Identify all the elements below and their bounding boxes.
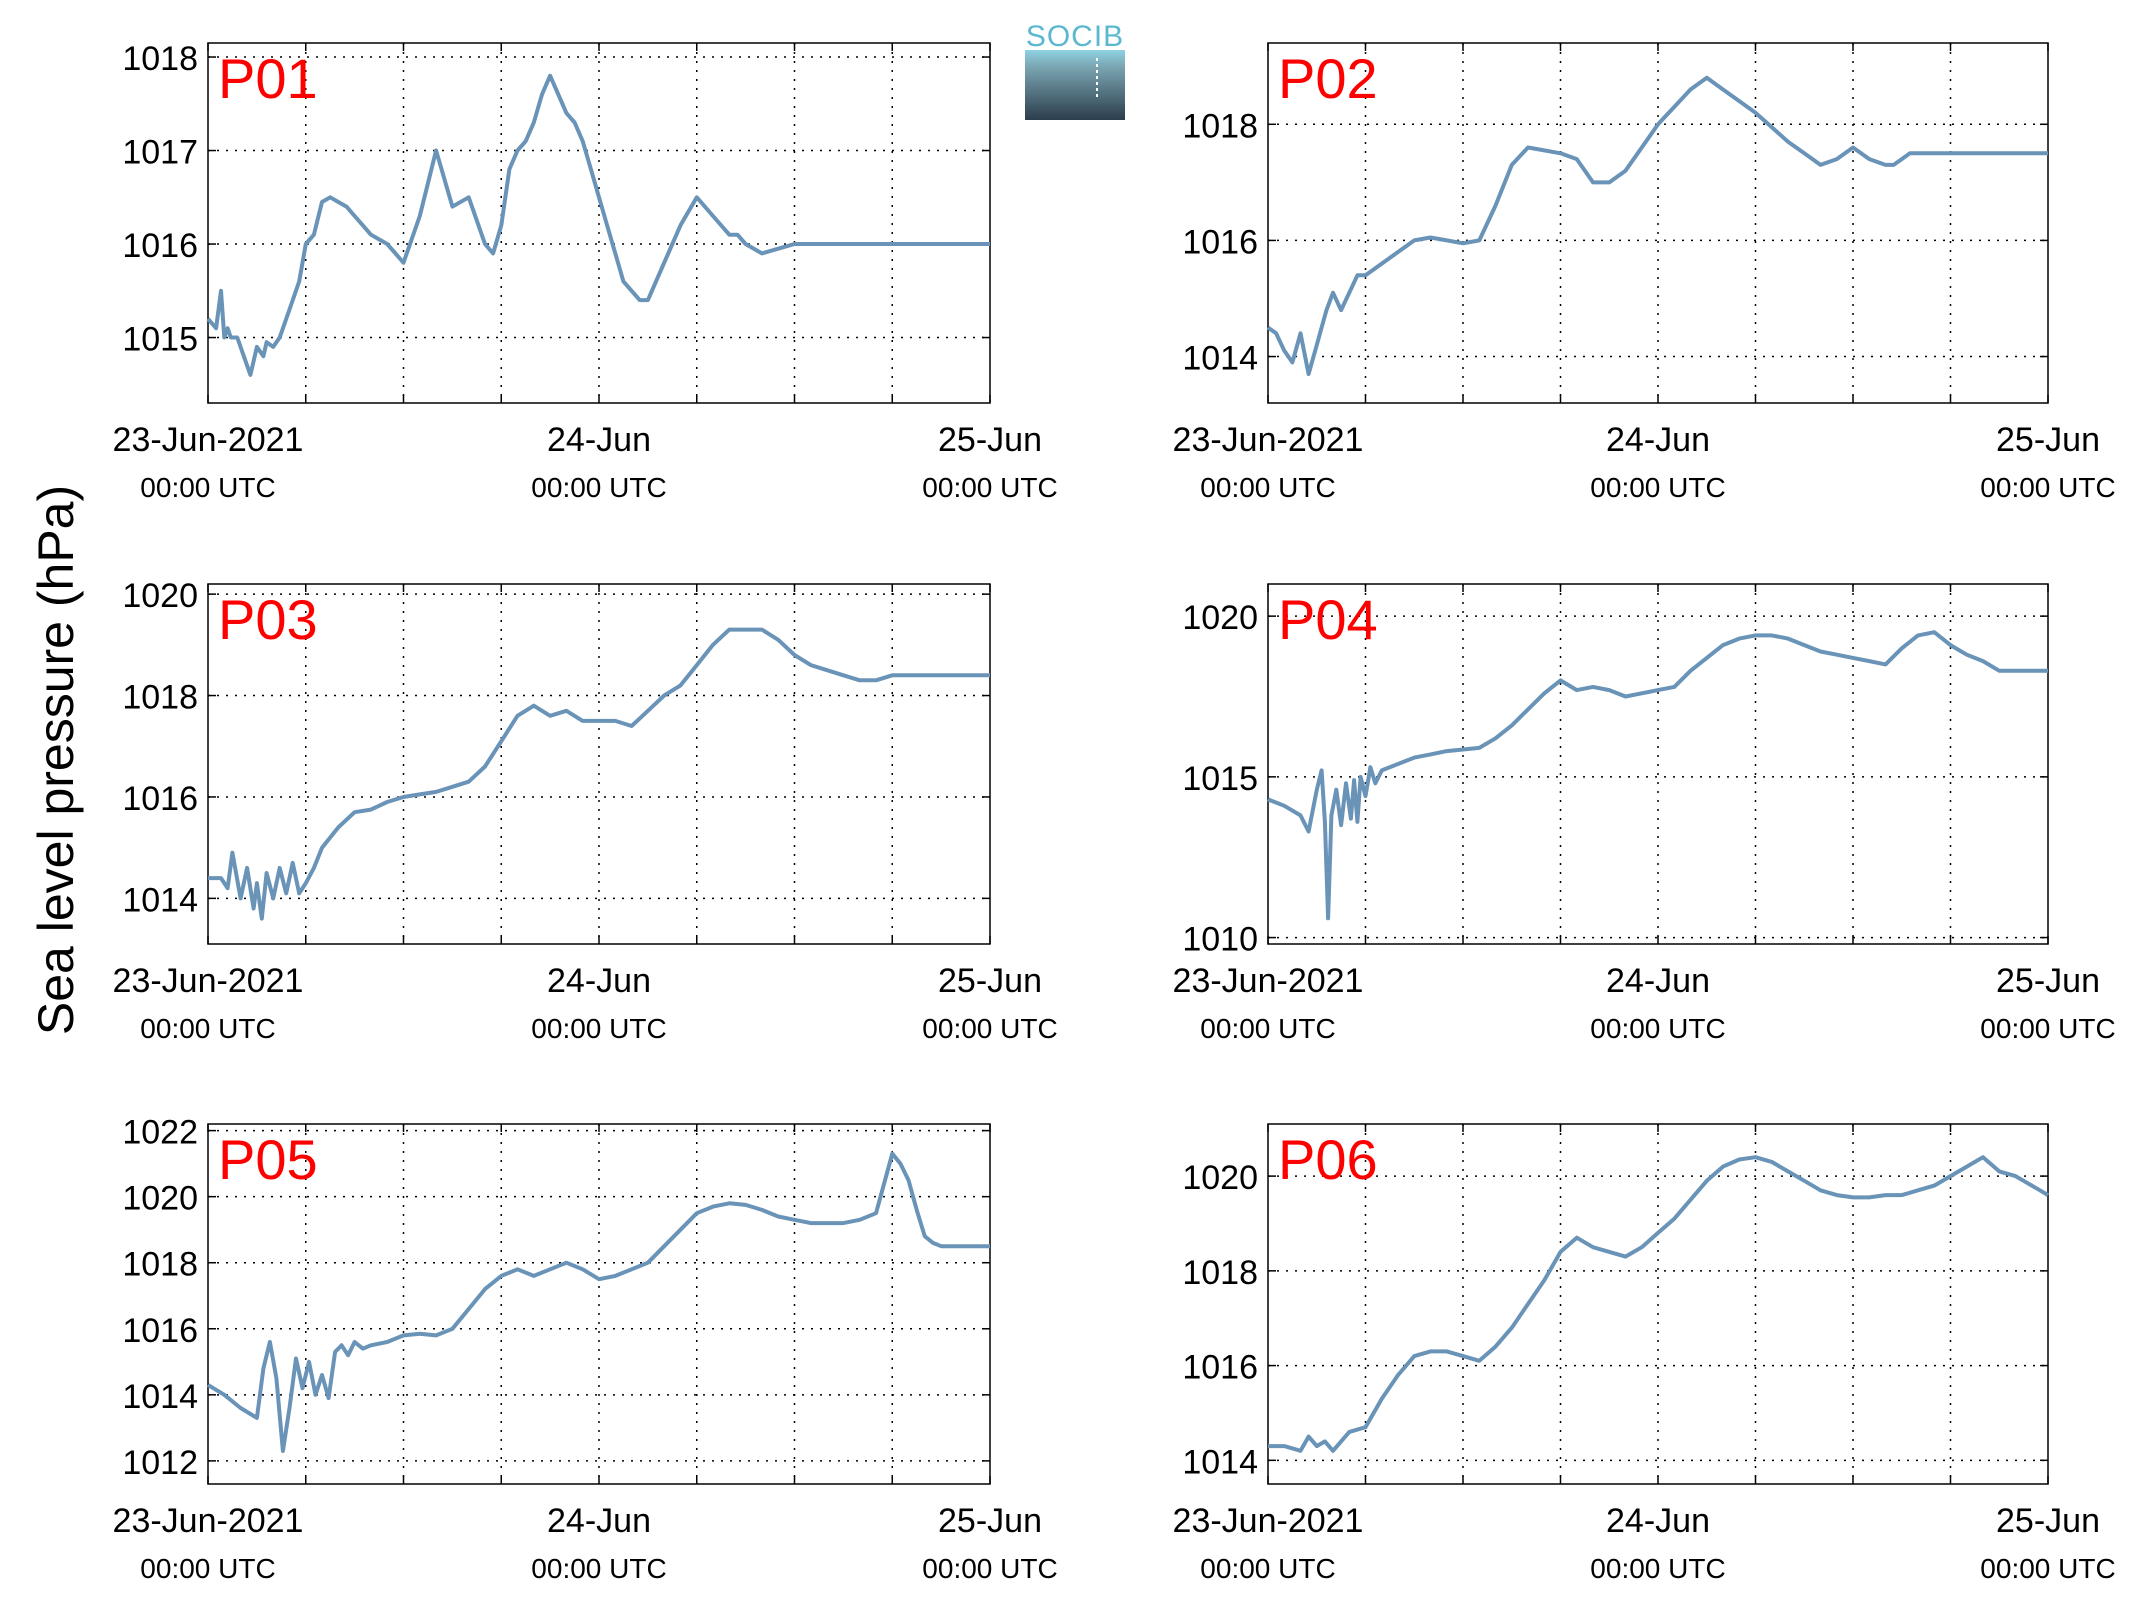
series-line	[206, 73, 990, 377]
station-label: P05	[218, 1128, 318, 1191]
chart-panel-4: 1010 1015 1020 23-Jun-2021 00:00 UTC 24-Jun 00…	[1173, 583, 2116, 1044]
x-tick-label-date: 23-Jun-2021	[1173, 1502, 1364, 1540]
y-tick-label: 1016	[1182, 223, 1258, 261]
y-tick-label: 1014	[122, 881, 198, 919]
x-tick-label-date: 23-Jun-2021	[113, 1502, 304, 1540]
y-tick-label: 1016	[122, 1312, 198, 1350]
chart-panel-5: 1012 1014 1016 1018 1020 1022 23-Jun-2021 00:00…	[113, 1114, 1058, 1584]
x-tick-label-time: 00:00 UTC	[531, 472, 666, 503]
x-tick-label-time: 00:00 UTC	[922, 1553, 1057, 1584]
x-tick-label-date: 24-Jun	[547, 1502, 651, 1540]
x-tick-label-time: 00:00 UTC	[922, 1013, 1057, 1044]
x-tick-label-time: 00:00 UTC	[1200, 1553, 1335, 1584]
x-tick-label-time: 00:00 UTC	[531, 1013, 666, 1044]
x-tick-label-time: 00:00 UTC	[1200, 1013, 1335, 1044]
y-tick-label: 1020	[122, 1180, 198, 1218]
x-tick-label-time: 00:00 UTC	[1200, 472, 1335, 503]
x-tick-label-time: 00:00 UTC	[531, 1553, 666, 1584]
station-label: P04	[1278, 588, 1378, 651]
x-tick-label-time: 00:00 UTC	[140, 1013, 275, 1044]
chart-panel-3: 1014 1016 1018 1020 23-Jun-2021 00:00 UTC 24-J…	[113, 577, 1058, 1044]
y-tick-label: 1018	[1182, 107, 1258, 145]
station-label: P02	[1278, 47, 1378, 110]
x-tick-label-time: 00:00 UTC	[140, 1553, 275, 1584]
x-tick-label-date: 25-Jun	[1996, 1502, 2100, 1540]
y-tick-label: 1022	[122, 1114, 198, 1152]
y-tick-label: 1017	[122, 134, 198, 172]
x-tick-label-date: 24-Jun	[1606, 421, 1710, 459]
series-line	[1268, 1155, 2050, 1453]
socib-logo: SOCIB	[1025, 20, 1125, 120]
y-tick-label: 1020	[1182, 1159, 1258, 1197]
x-tick-label-date: 24-Jun	[547, 421, 651, 459]
x-tick-label-time: 00:00 UTC	[1590, 472, 1725, 503]
y-tick-label: 1018	[1182, 1254, 1258, 1292]
series-line	[1266, 75, 2048, 376]
logo-lettering: SOCIB	[1025, 20, 1125, 53]
y-tick-label: 1014	[1182, 340, 1258, 378]
x-tick-label-date: 25-Jun	[1996, 421, 2100, 459]
series-line	[208, 627, 990, 921]
y-tick-label: 1018	[122, 1246, 198, 1284]
x-tick-label-date: 25-Jun	[1996, 962, 2100, 1000]
x-tick-label-date: 25-Jun	[938, 1502, 1042, 1540]
y-tick-label: 1015	[1182, 760, 1258, 798]
y-tick-label: 1016	[122, 227, 198, 265]
y-tick-label: 1015	[122, 321, 198, 359]
y-tick-label: 1014	[1182, 1443, 1258, 1481]
y-tick-label: 1018	[122, 679, 198, 717]
x-tick-label-date: 23-Jun-2021	[1173, 962, 1364, 1000]
y-tick-label: 1020	[1182, 599, 1258, 637]
x-tick-label-time: 00:00 UTC	[1590, 1013, 1725, 1044]
x-tick-label-date: 25-Jun	[938, 962, 1042, 1000]
x-tick-label-time: 00:00 UTC	[1980, 472, 2115, 503]
series-line	[1267, 630, 2048, 921]
station-label: P01	[218, 47, 318, 110]
series-line	[206, 1151, 990, 1453]
station-label: P03	[218, 588, 318, 651]
chart-panel-2: 1014 1016 1018 23-Jun-2021 00:00 UTC 24-Jun 00…	[1173, 42, 2116, 503]
y-tick-label: 1018	[122, 40, 198, 78]
y-tick-label: 1020	[122, 577, 198, 615]
chart-panel-1: 1015 1016 1017 1018 23-Jun-2021 00:00 UTC 24-J…	[113, 40, 1058, 503]
x-tick-label-date: 23-Jun-2021	[113, 421, 304, 459]
x-tick-label-date: 23-Jun-2021	[1173, 421, 1364, 459]
x-tick-label-date: 24-Jun	[547, 962, 651, 1000]
x-tick-label-time: 00:00 UTC	[1980, 1553, 2115, 1584]
chart-panel-6: 1014 1016 1018 1020 23-Jun-2021 00:00 UTC 24-J…	[1173, 1123, 2116, 1584]
x-tick-label-date: 24-Jun	[1606, 962, 1710, 1000]
y-tick-label: 1016	[1182, 1349, 1258, 1387]
station-label: P06	[1278, 1128, 1378, 1191]
x-tick-label-date: 25-Jun	[938, 421, 1042, 459]
y-tick-label: 1012	[122, 1444, 198, 1482]
y-tick-label: 1010	[1182, 921, 1258, 959]
x-tick-label-time: 00:00 UTC	[1980, 1013, 2115, 1044]
x-tick-label-date: 23-Jun-2021	[113, 962, 304, 1000]
y-tick-label: 1016	[122, 780, 198, 818]
y-tick-label: 1014	[122, 1378, 198, 1416]
x-tick-label-date: 24-Jun	[1606, 1502, 1710, 1540]
x-tick-label-time: 00:00 UTC	[922, 472, 1057, 503]
socib-logo-graphic	[1025, 50, 1125, 120]
x-tick-label-time: 00:00 UTC	[1590, 1553, 1725, 1584]
x-tick-label-time: 00:00 UTC	[140, 472, 275, 503]
